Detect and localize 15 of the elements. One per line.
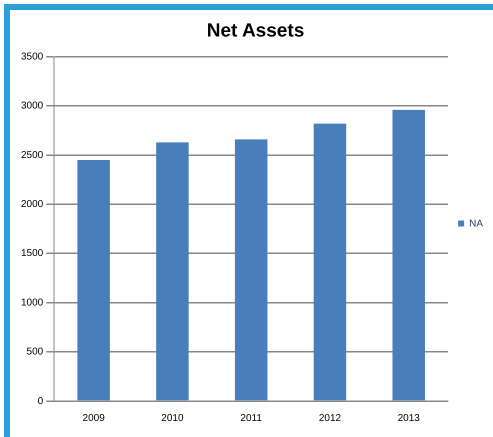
legend-label: NA — [469, 218, 484, 230]
y-tick-label: 2000 — [20, 199, 44, 210]
x-tick-label: 2012 — [318, 412, 342, 424]
y-tick-label: 2500 — [20, 150, 44, 161]
y-tick-label: 500 — [26, 346, 44, 358]
chart-title: Net Assets — [206, 20, 304, 42]
y-tick-label: 3000 — [20, 100, 44, 112]
y-tick-label: 1500 — [20, 248, 44, 260]
x-tick-label: 2010 — [161, 412, 184, 424]
x-tick-label: 2013 — [398, 412, 420, 424]
x-tick-label: 2011 — [240, 412, 262, 424]
y-tick-label: 3500 — [20, 52, 44, 63]
y-tick-label: 1000 — [20, 297, 44, 308]
y-tick-label: 0 — [38, 396, 44, 407]
x-tick-label: 2009 — [82, 412, 106, 424]
